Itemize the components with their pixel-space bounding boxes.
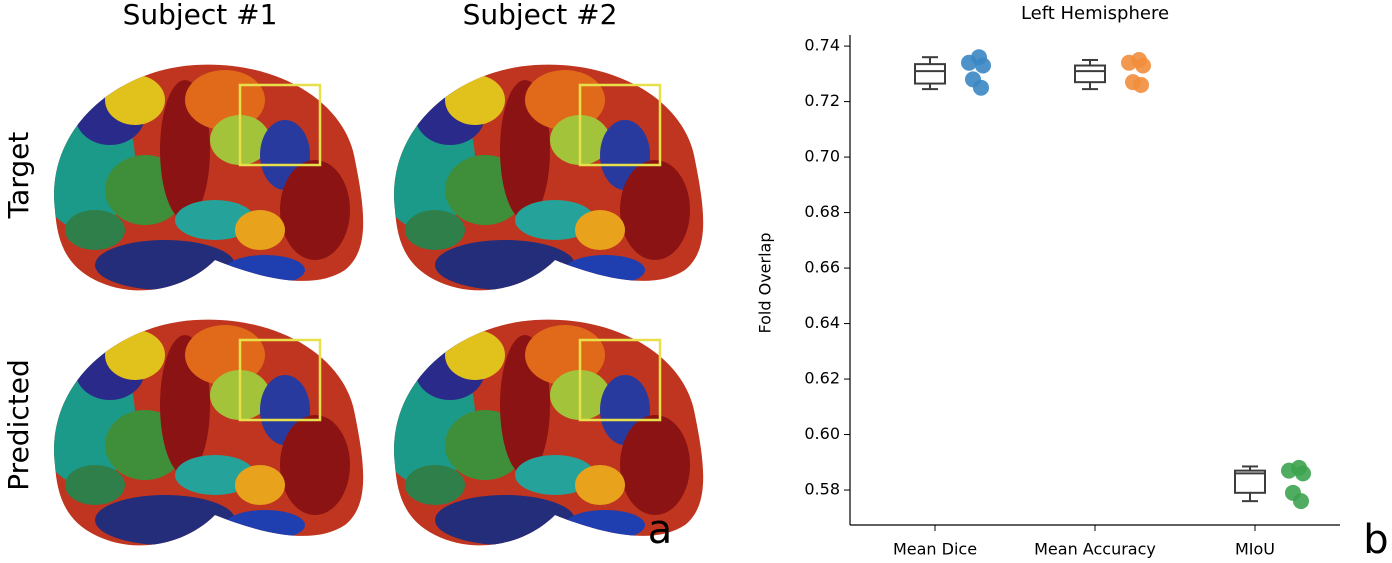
box — [914, 63, 946, 85]
y-tick-label: 0.74 — [804, 36, 840, 55]
y-tick-label: 0.58 — [804, 480, 840, 499]
y-axis-label: Fold Overlap — [756, 233, 775, 334]
box — [1234, 469, 1266, 494]
x-tick-label: MIoU — [1235, 540, 1275, 559]
data-point — [1135, 57, 1151, 74]
y-tick-label: 0.68 — [804, 202, 840, 221]
y-tick-label: 0.64 — [804, 313, 840, 332]
data-point — [973, 79, 989, 96]
row-label: Predicted — [2, 359, 35, 490]
data-point — [1295, 465, 1311, 482]
row-label: Target — [2, 132, 35, 220]
y-tick-label: 0.72 — [804, 91, 840, 110]
panel-label: b — [1363, 517, 1388, 563]
x-tick-label: Mean Accuracy — [1034, 540, 1156, 559]
data-point — [1121, 54, 1137, 71]
data-point — [1133, 76, 1149, 93]
data-point — [1281, 462, 1297, 479]
brain-image — [35, 50, 375, 310]
y-tick-label: 0.62 — [804, 369, 840, 388]
x-tick-label: Mean Dice — [893, 540, 977, 559]
data-point — [1293, 493, 1309, 510]
y-tick-label: 0.66 — [804, 258, 840, 277]
chart-title: Left Hemisphere — [1021, 3, 1169, 24]
data-point — [961, 54, 977, 71]
y-tick-label: 0.70 — [804, 147, 840, 166]
data-point — [975, 57, 991, 74]
y-tick-label: 0.60 — [804, 424, 840, 443]
panel-label: a — [648, 507, 673, 553]
column-label: Subject #1 — [123, 0, 278, 31]
brain-image — [35, 305, 375, 563]
column-label: Subject #2 — [463, 0, 618, 31]
brain-image — [375, 50, 715, 310]
box — [1074, 64, 1106, 84]
